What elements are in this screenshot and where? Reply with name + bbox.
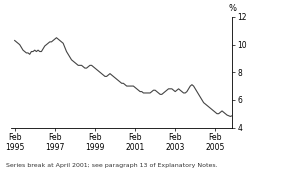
Text: %: % bbox=[228, 4, 236, 13]
Text: Series break at April 2001; see paragraph 13 of Explanatory Notes.: Series break at April 2001; see paragrap… bbox=[6, 163, 217, 168]
